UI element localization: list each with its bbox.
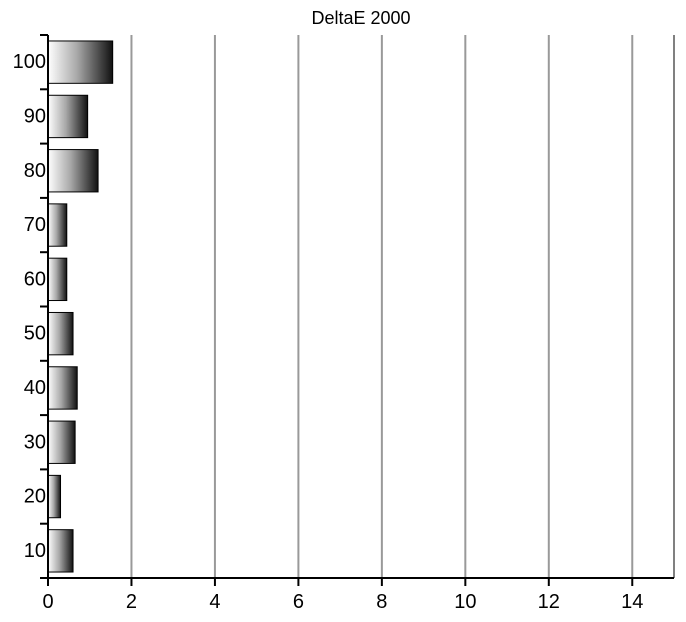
grid-lines [130,35,675,578]
x-tick-label-14: 14 [621,591,643,613]
bar-80 [47,149,99,193]
y-tick-label-40: 40 [24,377,46,399]
x-tick-label-10: 10 [454,591,476,613]
x-tick-label-4: 4 [209,591,220,613]
axes [40,34,674,586]
y-tick-label-90: 90 [24,105,46,127]
y-tick-label-100: 100 [13,51,46,73]
x-tick-label-6: 6 [293,591,304,613]
chart-title: DeltaE 2000 [311,8,410,28]
bar-60 [47,257,68,302]
bar-40 [47,366,78,410]
bar-30 [47,420,76,464]
x-tick-label-0: 0 [42,591,53,613]
x-tick-label-2: 2 [126,591,137,613]
bar-50 [47,311,74,356]
y-tick-label-50: 50 [24,323,46,345]
y-tick-label-60: 60 [24,268,46,290]
bar-90 [47,94,89,139]
bar-10 [47,529,74,573]
x-tick-label-8: 8 [376,591,387,613]
y-tick-label-70: 70 [24,214,46,236]
y-tick-label-30: 30 [24,431,46,453]
bar-100 [47,40,114,84]
bar-20 [47,474,62,519]
x-tick-label-12: 12 [538,591,560,613]
x-tick-labels: 0 2 4 6 8 10 12 14 [42,591,643,613]
y-tick-labels: 10 20 30 40 50 60 70 80 90 100 [13,51,46,562]
bars [47,40,114,573]
y-tick-label-10: 10 [24,540,46,562]
y-tick-label-80: 80 [24,160,46,182]
y-tick-label-20: 20 [24,486,46,508]
bar-70 [47,203,68,247]
